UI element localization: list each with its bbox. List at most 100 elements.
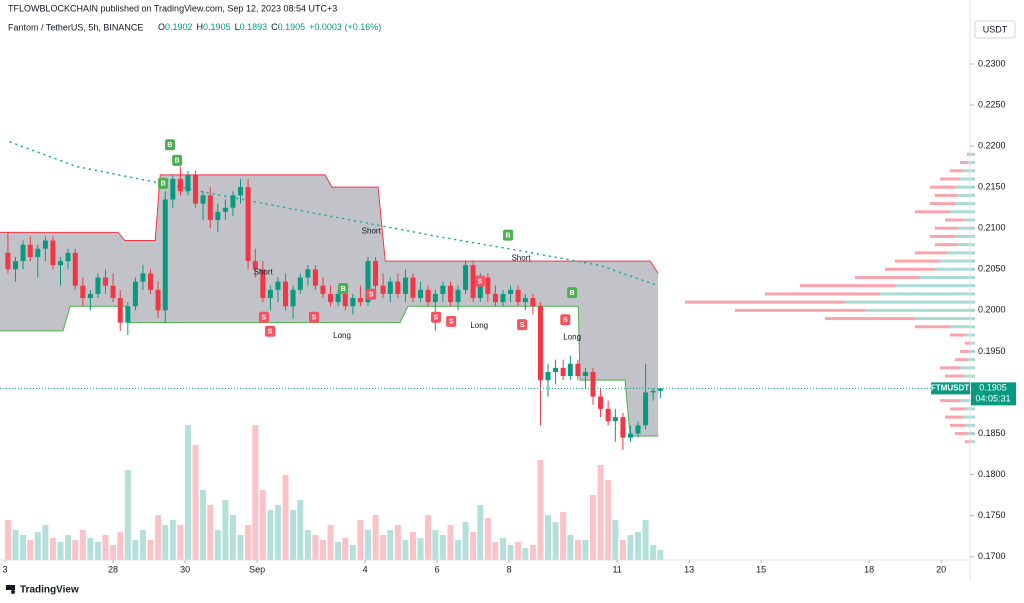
profile-down: [935, 193, 957, 197]
volume-bar: [49, 538, 56, 560]
volume-bar: [642, 520, 649, 560]
candle-body: [342, 293, 348, 307]
volume-bar: [139, 530, 146, 560]
candle-body: [245, 187, 251, 262]
ohlc-key: O: [158, 22, 165, 32]
x-tick-label: 30: [180, 564, 190, 574]
profile-down: [935, 243, 957, 247]
volume-bar: [124, 470, 131, 560]
volume-bar: [110, 545, 117, 560]
volume-bar: [619, 540, 626, 560]
signal-text: B: [341, 286, 346, 293]
signal-badge: [474, 275, 485, 287]
volume-bar: [650, 545, 657, 560]
volume-bar: [94, 542, 101, 560]
profile-down: [800, 284, 895, 288]
y-tick-label: 0.2150: [978, 182, 1006, 192]
signal-badge: [560, 314, 571, 326]
volume-bar: [177, 525, 184, 560]
candle-body: [222, 207, 228, 212]
channel-lower: [0, 305, 659, 437]
ohlc-value: 0.1893: [240, 22, 268, 32]
y-tick-label: 0.2100: [978, 223, 1006, 233]
candle-body: [12, 261, 18, 270]
volume-bar: [335, 542, 342, 560]
profile-up: [920, 276, 975, 280]
profile-up: [963, 415, 975, 419]
candle-body: [492, 293, 498, 303]
ohlc-value: 0.1905: [278, 22, 306, 32]
profile-up: [971, 440, 975, 444]
footer: TradingView: [20, 585, 79, 596]
volume-bar: [214, 530, 221, 560]
profile-up: [880, 292, 975, 296]
candle-body: [238, 187, 244, 196]
ohlc-change: +0.0003 (+0.16%): [309, 22, 381, 32]
volume-bar: [327, 525, 334, 560]
candle-body: [553, 367, 559, 372]
profile-down: [945, 415, 963, 419]
volume-bar: [102, 535, 109, 560]
candle-body: [162, 199, 168, 311]
profile-up: [970, 152, 975, 156]
profile-down: [950, 407, 965, 411]
volume-bar: [582, 540, 589, 560]
candle-body: [620, 417, 626, 438]
symbol-tag-text: FTMUSDT: [931, 383, 969, 392]
volume-bar: [312, 535, 319, 560]
candle-body: [395, 281, 401, 294]
candle-body: [335, 293, 341, 303]
volume-bar: [477, 505, 484, 560]
candle-body: [312, 269, 318, 286]
signal-text: S: [268, 329, 273, 336]
signal-text: S: [520, 322, 525, 329]
profile-down: [965, 341, 971, 345]
candle-body: [470, 265, 476, 299]
volume-bar: [192, 445, 199, 560]
volume-bar: [590, 495, 597, 560]
candle-body: [200, 195, 206, 204]
x-tick-label: 11: [612, 564, 621, 574]
profile-up: [955, 185, 975, 189]
volume-bar: [252, 425, 259, 560]
signal-text: S: [563, 317, 568, 324]
candle-body: [373, 261, 379, 286]
profile-down: [965, 440, 971, 444]
countdown: 04:05:31: [975, 394, 1010, 404]
volume-bar: [387, 530, 394, 560]
volume-bar: [454, 540, 461, 560]
profile-up: [955, 234, 975, 238]
signal-text: S: [369, 292, 374, 299]
profile-up: [957, 243, 975, 247]
volume-bar: [417, 538, 424, 560]
volume-bar: [522, 548, 529, 560]
volume-bar: [627, 535, 634, 560]
x-tick-label: 3: [3, 564, 8, 574]
y-tick-label: 0.1850: [978, 428, 1006, 438]
candle-body: [432, 293, 438, 303]
candle-body: [125, 306, 131, 323]
profile-down: [915, 251, 947, 255]
profile-down: [950, 169, 963, 173]
profile-down: [915, 325, 950, 329]
profile-up: [895, 284, 975, 288]
profile-up: [967, 358, 975, 362]
candle-body: [537, 306, 543, 381]
volume-bar: [500, 538, 507, 560]
symbol-title: Fantom / TetherUS, 5h, BINANCE: [8, 22, 143, 32]
profile-down: [940, 177, 960, 181]
candle-body: [87, 293, 93, 299]
volume-bar: [20, 535, 27, 560]
signal-text: S: [262, 315, 267, 322]
volume-bar: [357, 520, 364, 560]
volume-bar: [470, 532, 477, 560]
candle-body: [275, 281, 281, 290]
candle-body: [140, 273, 146, 282]
profile-down: [935, 226, 957, 230]
candle-body: [650, 390, 656, 393]
candle-body: [148, 273, 154, 290]
candle-body: [252, 261, 258, 270]
profile-down: [855, 276, 920, 280]
signal-label: Short: [511, 254, 531, 263]
profile-down: [735, 308, 865, 312]
